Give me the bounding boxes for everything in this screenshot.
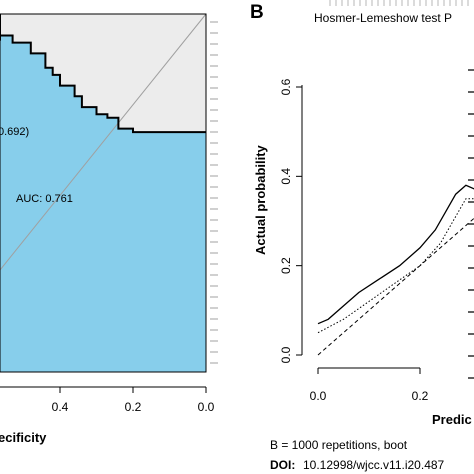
- panel-b-apparent-line: [317, 198, 474, 334]
- panel-a-auc-area: [0, 35, 206, 372]
- panel-a-roc-curve: [0, 14, 206, 134]
- panel-b-rug-dashes: [468, 69, 474, 379]
- panel-b-letter: B: [250, 2, 264, 23]
- panel-b-y-tick-label: 0.6: [279, 78, 293, 95]
- panel-a-x-axis: 0.4 0.2 0.0: [0, 386, 215, 414]
- panel-b-subtitle: Hosmer-Lemeshow test P: [314, 11, 452, 25]
- doi-label: DOI:: [270, 458, 295, 472]
- panel-a-x-tick-label: 0.4: [52, 400, 69, 414]
- panel-a-x-tick-label: 0.2: [125, 400, 142, 414]
- panel-a-diagonal: [0, 13, 207, 271]
- panel-a-x-axis-label: ecificity: [0, 430, 47, 445]
- panel-b: B Hosmer-Lemeshow test P 0.0 0.2 0.4 0.6 Ac…: [250, 0, 474, 472]
- panel-b-y-axis: 0.0 0.2 0.4 0.6: [279, 78, 302, 363]
- panel-b-x-axis-label: Predic: [432, 412, 472, 427]
- panel-b-top-rug: [329, 0, 469, 6]
- panel-b-x-tick-label: 0.0: [310, 389, 327, 403]
- panel-b-x-tick-label: 0.2: [412, 389, 429, 403]
- panel-a-x-tick-label: 0.0: [198, 400, 215, 414]
- panel-b-y-tick-label: 0.0: [279, 346, 293, 363]
- panel-a-right-rug: [210, 21, 218, 364]
- panel-b-x-axis: 0.0 0.2: [310, 368, 429, 403]
- panel-b-y-axis-label: Actual probability: [253, 144, 268, 255]
- doi-value: 10.12998/wjcc.v11.i20.487: [303, 458, 445, 472]
- panel-a-threshold-label: 0.692): [0, 126, 29, 138]
- panel-a-auc-label: AUC: 0.761: [16, 193, 73, 205]
- panel-a-plot-border: [0, 13, 207, 373]
- panel-b-y-tick-label: 0.4: [279, 168, 293, 185]
- panel-b-footer: B = 1000 repetitions, boot: [270, 438, 408, 452]
- panel-b-ideal-line: [317, 217, 474, 356]
- panel-a: 0.692) AUC: 0.761 0.4 0.2 0.0 ecificity: [0, 13, 218, 445]
- panel-b-y-tick-label: 0.2: [279, 257, 293, 274]
- panel-b-bias-corrected-line: [317, 184, 474, 325]
